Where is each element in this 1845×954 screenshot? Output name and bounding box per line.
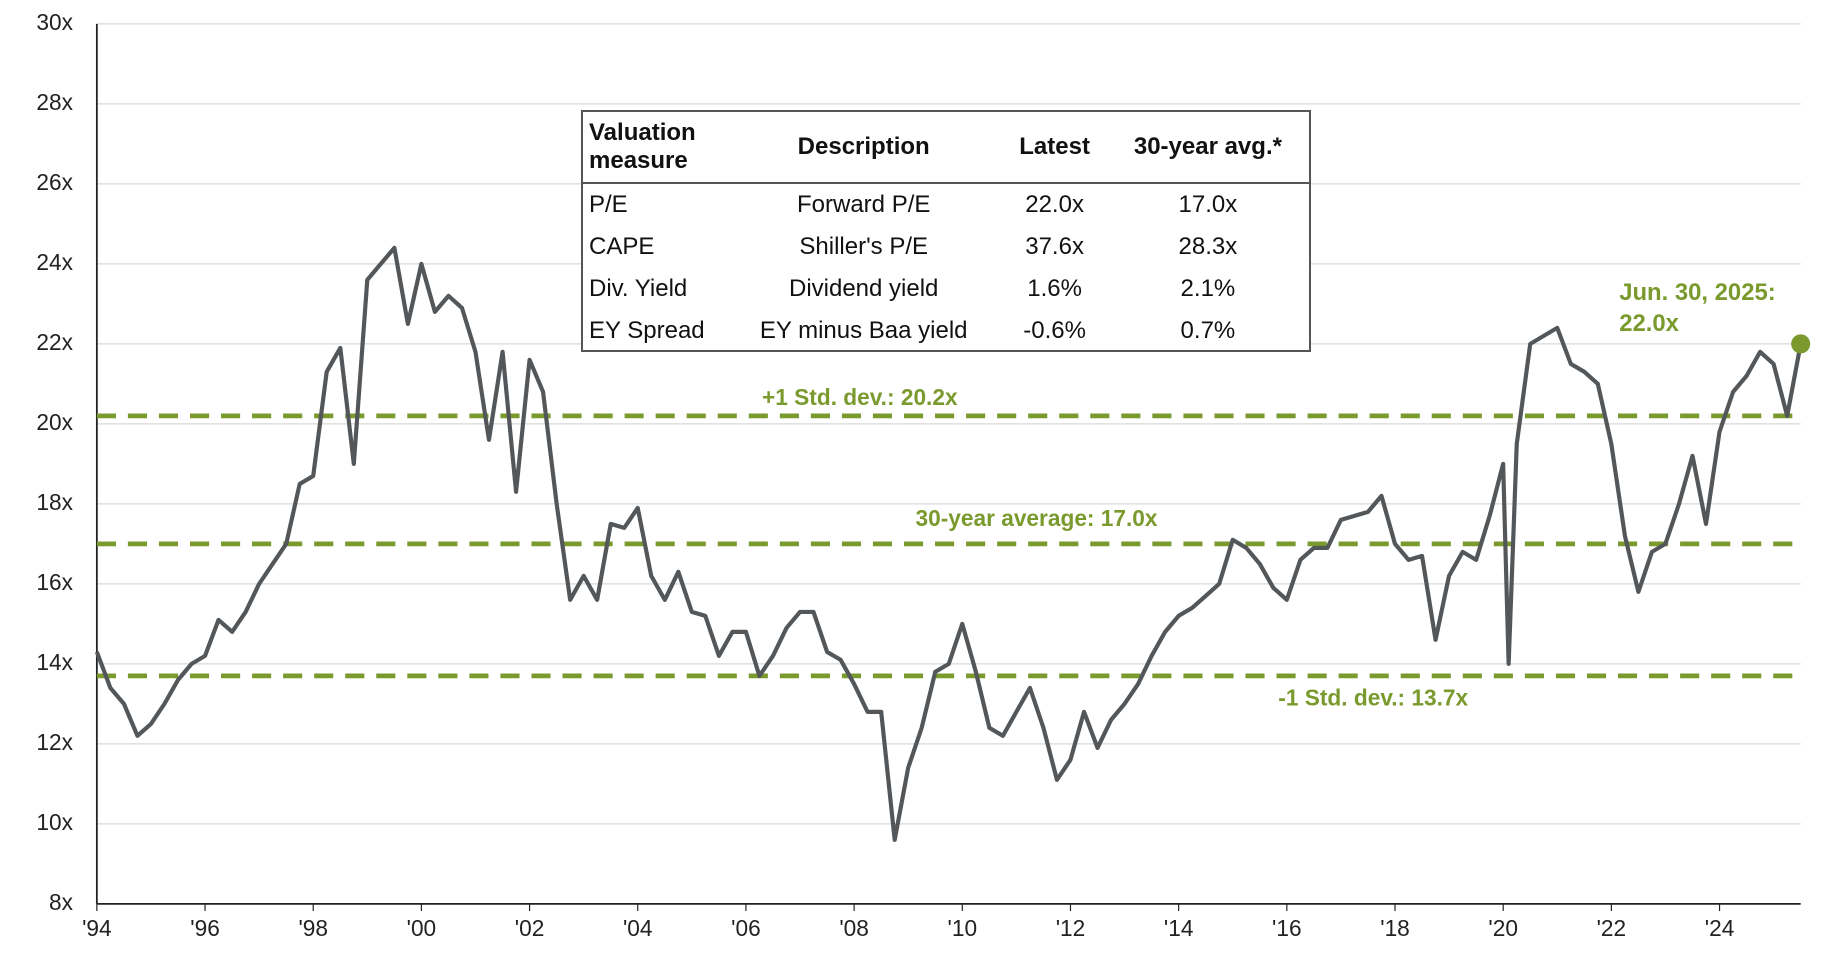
y-tick-label: 12x: [36, 729, 73, 755]
x-tick-label: '06: [731, 915, 761, 941]
table-cell: EY Spread: [589, 317, 705, 344]
y-tick-label: 18x: [36, 489, 73, 515]
y-tick-label: 20x: [36, 409, 73, 435]
x-tick-label: '22: [1597, 915, 1627, 941]
annotation: Jun. 30, 2025:: [1619, 279, 1776, 306]
y-tick-label: 10x: [36, 809, 73, 835]
table-cell: Div. Yield: [589, 275, 688, 302]
reference-label: -1 Std. dev.: 13.7x: [1278, 685, 1468, 711]
x-tick-label: '96: [190, 915, 220, 941]
valuation-table: Valuation measure Description Latest 30-yea…: [581, 110, 1311, 352]
x-tick-label: '02: [515, 915, 545, 941]
table-cell: EY minus Baa yield: [759, 317, 968, 344]
table-row: P/E Forward P/E 22.0x 17.0x: [583, 183, 1309, 226]
reference-label: 30-year average: 17.0x: [916, 505, 1158, 531]
y-tick-label: 16x: [36, 569, 73, 595]
table-cell: 37.6x: [1025, 233, 1084, 260]
table-row: CAPE Shiller's P/E 37.6x 28.3x: [583, 226, 1309, 268]
x-tick-label: '24: [1705, 915, 1735, 941]
table-row: Div. Yield Dividend yield 1.6% 2.1%: [583, 268, 1309, 310]
table-cell: Forward P/E: [797, 191, 931, 218]
x-tick-label: '18: [1380, 915, 1410, 941]
table-cell: 2.1%: [1180, 275, 1236, 302]
table-cell: Dividend yield: [788, 275, 939, 302]
table-cell: 28.3x: [1178, 233, 1238, 260]
table-cell: CAPE: [589, 233, 655, 260]
reference-label: +1 Std. dev.: 20.2x: [762, 384, 958, 410]
column-header: Latest: [1002, 112, 1107, 184]
table-cell: 1.6%: [1027, 275, 1082, 302]
x-tick-label: '08: [839, 915, 869, 941]
latest-point: [1791, 334, 1811, 354]
table-cell: Shiller's P/E: [799, 233, 928, 260]
table-cell: 22.0x: [1025, 191, 1084, 218]
annotation: 22.0x: [1619, 310, 1679, 337]
table-cell: 17.0x: [1178, 191, 1238, 218]
x-tick-label: '00: [407, 915, 437, 941]
table-row: EY Spread EY minus Baa yield -0.6% 0.7%: [583, 310, 1309, 352]
y-tick-label: 14x: [36, 649, 73, 675]
table-cell: P/E: [589, 191, 628, 218]
column-header: Valuation measure: [583, 112, 725, 184]
table-cell: 0.7%: [1180, 317, 1236, 344]
y-tick-label: 24x: [36, 249, 73, 275]
x-tick-label: '94: [82, 915, 112, 941]
y-tick-label: 28x: [36, 89, 73, 115]
header-row: Valuation measure Description Latest 30-yea…: [583, 112, 1309, 184]
column-header: 30-year avg.*: [1106, 112, 1309, 184]
x-tick-label: '16: [1272, 915, 1302, 941]
table-cell: -0.6%: [1023, 317, 1086, 344]
y-tick-label: 30x: [36, 9, 73, 35]
x-tick-label: '14: [1164, 915, 1194, 941]
x-tick-label: '20: [1488, 915, 1518, 941]
series-line: [94, 245, 1803, 842]
y-tick-label: 22x: [36, 329, 73, 355]
table: Valuation measure Description Latest 30-yea…: [583, 112, 1309, 352]
x-tick-label: '10: [948, 915, 978, 941]
x-tick-label: '12: [1056, 915, 1086, 941]
x-tick-label: '98: [298, 915, 328, 941]
y-tick-label: 8x: [49, 889, 74, 915]
y-tick-label: 26x: [36, 169, 73, 195]
column-header: Description: [725, 112, 1003, 184]
x-tick-label: '04: [623, 915, 653, 941]
